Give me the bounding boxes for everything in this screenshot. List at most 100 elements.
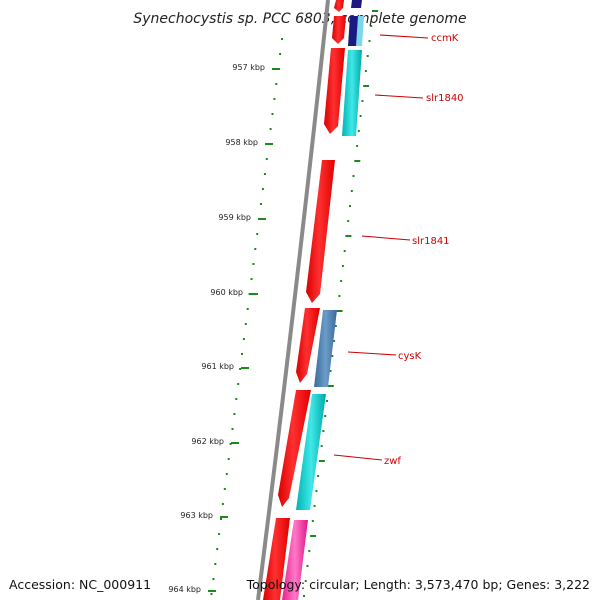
- gene-label-zwf[interactable]: zwf: [384, 456, 401, 467]
- leader-line: [374, 94, 424, 99]
- outer-dot: [349, 205, 351, 207]
- outer-dot: [363, 85, 370, 87]
- gene-label-ccmK[interactable]: ccmK: [431, 33, 459, 44]
- ruler-tick-label: 964 kbp: [168, 585, 201, 594]
- ruler-dot: [244, 323, 247, 325]
- gene-cysK[interactable]: [314, 310, 337, 387]
- ruler-dot: [248, 293, 251, 295]
- ruler-tick-label: 960 kbp: [210, 288, 243, 297]
- outer-dot: [336, 310, 343, 312]
- outer-dot: [318, 460, 325, 462]
- ruler-dot: [246, 308, 249, 310]
- gene-label-cysK[interactable]: cysK: [398, 351, 422, 362]
- outer-dot: [343, 250, 346, 252]
- gene-forward-3[interactable]: [324, 48, 345, 134]
- outer-dot: [347, 220, 350, 222]
- ruler-dot: [250, 278, 253, 280]
- outer-dot: [357, 130, 360, 132]
- ruler-dot: [221, 503, 224, 505]
- outer-dot: [352, 175, 355, 177]
- gene-forward-slr1841[interactable]: [306, 160, 335, 303]
- ruler: 957 kbp 958 kbp 959 kbp 960 kbp 961 kbp …: [168, 63, 280, 594]
- outer-dot: [354, 160, 361, 162]
- gene-forward-5[interactable]: [296, 308, 320, 383]
- ruler-dot: [273, 98, 276, 100]
- forward-strand-genes: [263, 0, 346, 600]
- ruler-dot: [269, 128, 272, 130]
- cds-blocks: [282, 0, 364, 600]
- outer-dot: [366, 55, 369, 57]
- ruler-dot: [214, 563, 217, 565]
- gene-forward-2[interactable]: [332, 16, 346, 44]
- leader-line: [347, 351, 397, 356]
- outer-dot: [322, 430, 325, 432]
- outer-dot: [317, 475, 320, 477]
- outer-dot: [306, 565, 309, 567]
- outer-dot: [341, 265, 344, 267]
- ruler-dot: [263, 173, 266, 175]
- ruler-tick-label: 963 kbp: [180, 511, 213, 520]
- genome-backbone: [256, 0, 330, 600]
- leader-line: [379, 34, 429, 39]
- ruler-dot: [239, 368, 242, 370]
- ruler-dot: [281, 38, 283, 40]
- ruler-dot: [254, 248, 257, 250]
- ruler-dot: [220, 518, 222, 520]
- outer-dot: [311, 520, 314, 522]
- ruler-tick-label: 958 kbp: [225, 138, 258, 147]
- gene-label-slr1841[interactable]: slr1841: [412, 236, 450, 247]
- ruler-track: [210, 38, 283, 595]
- gene-magenta[interactable]: [282, 520, 308, 600]
- ruler-dot: [216, 548, 219, 550]
- gene-slr1840[interactable]: [342, 50, 362, 136]
- outer-dot: [372, 10, 378, 12]
- ruler-dot: [218, 533, 221, 535]
- outer-dot: [327, 385, 334, 387]
- gene-label-slr1840[interactable]: slr1840: [426, 93, 464, 104]
- gene-forward-1[interactable]: [334, 0, 344, 12]
- ruler-dot: [212, 578, 215, 580]
- gene-forward-7[interactable]: [263, 518, 290, 600]
- outer-track: [303, 10, 378, 597]
- outer-dot: [361, 100, 364, 102]
- ruler-dot: [210, 593, 213, 595]
- outer-dot: [331, 355, 334, 357]
- outer-dot: [333, 340, 336, 342]
- ruler-tick-label: 959 kbp: [218, 213, 251, 222]
- outer-dot: [324, 415, 327, 417]
- outer-dot: [304, 580, 307, 582]
- ruler-dot: [229, 443, 232, 445]
- gene-ccmK-cyan[interactable]: [356, 16, 364, 46]
- ruler-dot: [275, 83, 278, 85]
- ruler-dot: [265, 158, 268, 160]
- outer-dot: [340, 280, 343, 282]
- outer-dot: [359, 115, 362, 117]
- ruler-dot: [271, 113, 274, 115]
- gene-forward-6[interactable]: [278, 390, 311, 507]
- leader-line: [333, 454, 383, 461]
- outer-dot: [310, 535, 317, 537]
- ruler-dot: [233, 413, 236, 415]
- ruler-dot: [231, 428, 234, 430]
- ruler-dot: [223, 488, 226, 490]
- outer-dot: [338, 295, 341, 297]
- outer-dot: [315, 490, 318, 492]
- ruler-dot: [225, 473, 228, 475]
- ruler-dot: [261, 188, 264, 190]
- ruler-tick-label: 962 kbp: [191, 437, 224, 446]
- map-title: Synechocystis sp. PCC 6803, complete gen…: [133, 11, 466, 27]
- gene-ccmK-top[interactable]: [351, 0, 362, 8]
- ruler-dot: [256, 233, 259, 235]
- outer-dot: [364, 70, 367, 72]
- outer-dot: [303, 595, 305, 597]
- outer-dot: [350, 190, 353, 192]
- outer-dot: [308, 550, 311, 552]
- ruler-dot: [237, 383, 240, 385]
- gene-zwf[interactable]: [296, 394, 326, 510]
- gene-labels: ccmK slr1840 slr1841 cysK zwf: [333, 33, 464, 467]
- accession-text: Accession: NC_000911: [9, 577, 152, 592]
- ruler-dot: [241, 353, 243, 355]
- ruler-dot: [252, 263, 255, 265]
- ruler-dot: [235, 398, 238, 400]
